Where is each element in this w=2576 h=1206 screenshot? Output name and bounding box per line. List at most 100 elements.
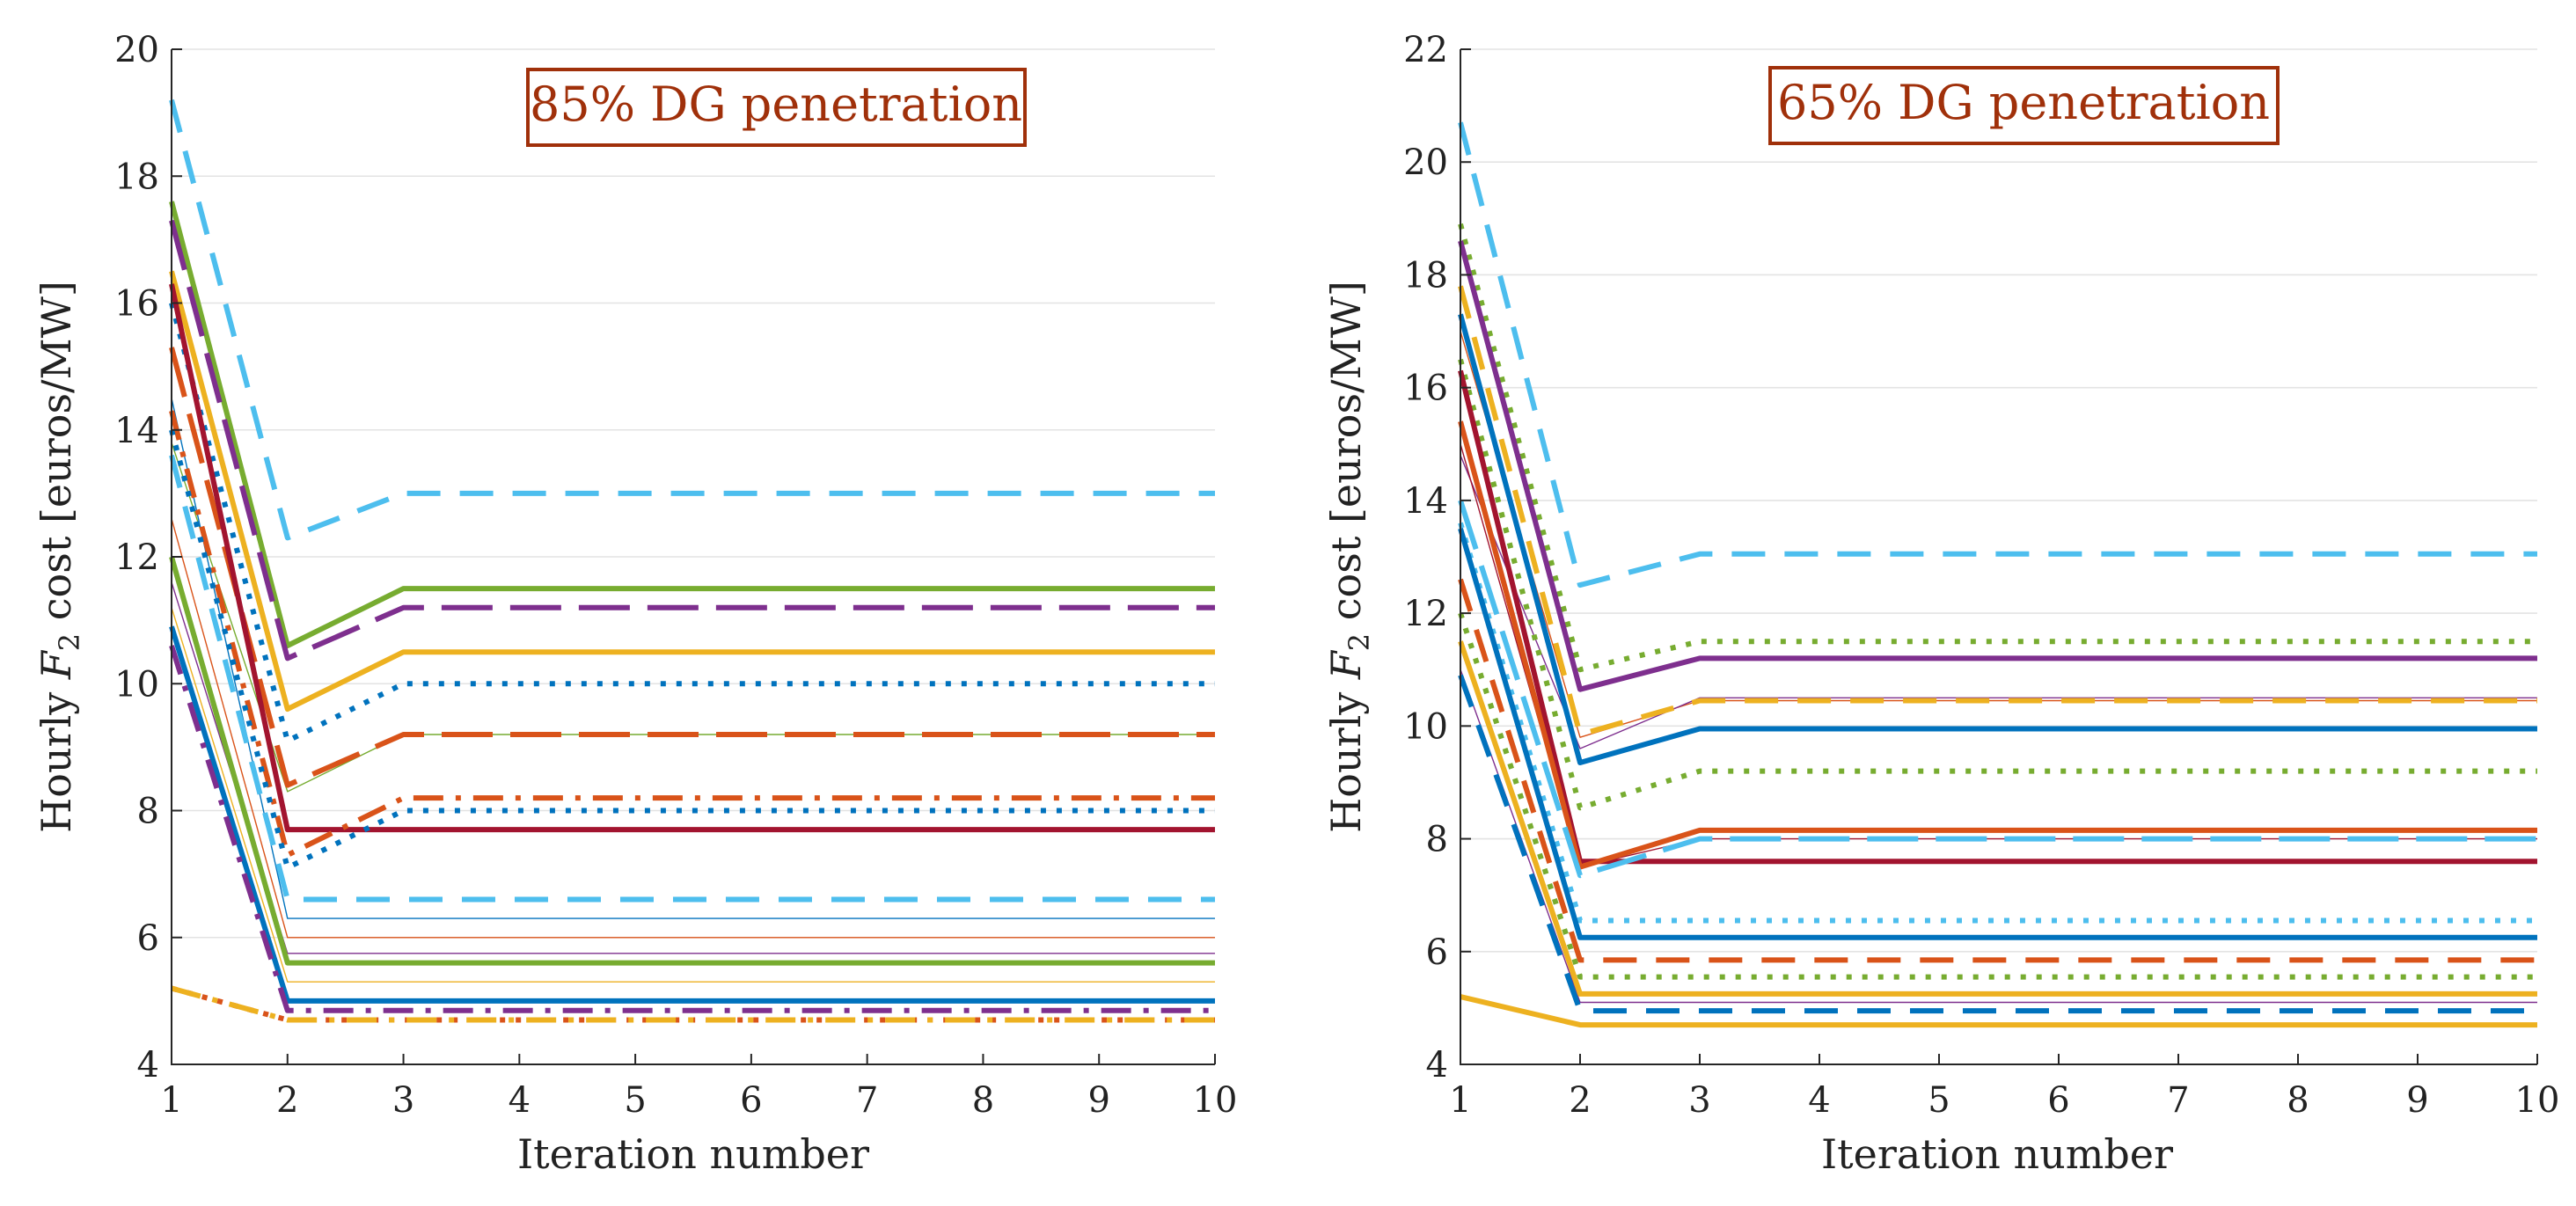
series-line-s1 <box>169 99 1215 541</box>
y-tick-label: 8 <box>137 792 159 832</box>
y-tick-label: 16 <box>114 284 159 325</box>
series-line-s2 <box>1458 223 2537 673</box>
y-axis-title-subscript: 2 <box>53 633 86 651</box>
annotation-box <box>526 68 1027 147</box>
x-tick-label: 3 <box>1688 1080 1710 1121</box>
y-tick-label: 14 <box>114 411 159 451</box>
series-line-s4 <box>1458 285 2537 737</box>
x-tick-label: 1 <box>160 1080 182 1121</box>
y-axis-title: Hourly F2 cost [euros/MW] <box>1322 281 1376 833</box>
y-tick-label: 12 <box>114 537 159 578</box>
series-line-s7 <box>1458 369 2537 865</box>
y-tick-label: 8 <box>1426 820 1448 860</box>
y-axis-title-variable: F <box>33 649 80 680</box>
annotation-label: 85% DG penetration <box>530 77 1022 132</box>
x-tick-label: 9 <box>1087 1080 1109 1121</box>
series-line-s3 <box>1458 240 2537 692</box>
x-tick-label: 8 <box>2287 1080 2309 1121</box>
series-line-s13 <box>1458 612 2537 980</box>
series-line-s15 <box>1458 674 2537 1014</box>
x-tick-label: 6 <box>740 1080 762 1121</box>
series-line-t5 <box>171 607 1215 983</box>
series-line-s8 <box>169 410 1215 858</box>
y-tick-label: 16 <box>1403 369 1448 409</box>
x-tick-label: 8 <box>972 1080 994 1121</box>
series-line-s5 <box>1458 313 2537 765</box>
y-axis-title-suffix: cost [euros/MW] <box>33 281 80 633</box>
series-line-s2 <box>169 201 1215 648</box>
y-tick-label: 6 <box>137 918 159 959</box>
ticks <box>1460 48 2538 1065</box>
series-line-s6 <box>169 347 1215 788</box>
y-tick-label: 4 <box>1426 1045 1448 1085</box>
x-tick-label: 2 <box>1569 1080 1591 1121</box>
x-tick-labels: 1 2 3 4 5 6 7 8 9 10 <box>1449 1080 2559 1121</box>
x-tick-label: 4 <box>1808 1080 1830 1121</box>
y-tick-label: 10 <box>114 664 159 705</box>
y-tick-label: 22 <box>1403 30 1448 70</box>
y-axis-title-prefix: Hourly <box>33 679 80 833</box>
series-line-s9 <box>1458 499 2537 879</box>
y-tick-label: 14 <box>1403 481 1448 522</box>
series-line-s12 <box>169 625 1215 1004</box>
y-axis-title-variable: F <box>1322 649 1370 680</box>
series-line-t2 <box>1460 455 2537 749</box>
y-tick-label: 18 <box>114 157 159 197</box>
annotation-label: 65% DG penetration <box>1777 75 2270 130</box>
y-tick-label: 6 <box>1426 932 1448 973</box>
series-line-s16 <box>1460 994 2537 1028</box>
series-line-s10 <box>169 454 1215 903</box>
series-line-s11 <box>169 556 1215 966</box>
series-line-s6 <box>1458 358 2537 811</box>
x-tick-label: 7 <box>2167 1080 2189 1121</box>
series-line-s13 <box>169 645 1215 1013</box>
series-line-t4 <box>171 581 1215 954</box>
x-axis-title: Iteration number <box>1821 1130 2173 1178</box>
series-lines <box>169 99 1215 1023</box>
y-tick-labels: 4 6 8 10 12 14 16 18 20 22 <box>1403 30 1448 1085</box>
x-axis-title: Iteration number <box>517 1130 869 1178</box>
series-line-s5 <box>169 302 1215 744</box>
series-line-s3 <box>169 219 1215 661</box>
y-tick-label: 12 <box>1403 594 1448 634</box>
y-axis-title-suffix: cost [euros/MW] <box>1322 281 1370 633</box>
x-tick-labels: 1 2 3 4 5 6 7 8 9 10 <box>160 1080 1237 1121</box>
x-tick-label: 1 <box>1449 1080 1471 1121</box>
series-line-s9 <box>169 429 1215 871</box>
series-line-s1 <box>1458 121 2537 588</box>
y-axis-title-prefix: Hourly <box>1322 679 1370 833</box>
series-line-s8 <box>1458 420 2537 870</box>
x-tick-label: 4 <box>509 1080 531 1121</box>
x-tick-label: 5 <box>624 1080 646 1121</box>
series-line-s4 <box>169 270 1215 713</box>
ticks <box>171 48 1216 1065</box>
y-axis-title: Hourly F2 cost [euros/MW] <box>33 281 86 833</box>
x-tick-label: 9 <box>2406 1080 2428 1121</box>
y-tick-label: 4 <box>137 1045 159 1085</box>
x-tick-label: 7 <box>856 1080 878 1121</box>
series-line-t2 <box>171 398 1215 919</box>
series-line-s15 <box>171 985 1215 1023</box>
series-lines <box>1458 121 2537 1028</box>
series-line-t3 <box>171 518 1215 939</box>
series-line-t4 <box>1460 669 2537 1004</box>
series-line-s11 <box>1458 528 2537 940</box>
grid-lines <box>1460 48 2537 953</box>
y-axis-title-subscript: 2 <box>1343 633 1376 651</box>
y-tick-label: 20 <box>1403 143 1448 183</box>
y-tick-labels: 4 6 8 10 12 14 16 18 20 <box>114 30 159 1085</box>
series-line-s7 <box>169 283 1215 833</box>
series-line-s14 <box>1458 640 2537 997</box>
x-tick-label: 2 <box>276 1080 298 1121</box>
annotation-box <box>1768 66 2280 145</box>
series-line-s12 <box>1458 578 2537 963</box>
series-line-s10 <box>1458 522 2537 924</box>
x-tick-label: 3 <box>392 1080 414 1121</box>
y-tick-label: 10 <box>1403 706 1448 747</box>
x-tick-label: 10 <box>1193 1080 1238 1121</box>
y-tick-label: 18 <box>1403 255 1448 296</box>
x-tick-label: 10 <box>2515 1080 2560 1121</box>
